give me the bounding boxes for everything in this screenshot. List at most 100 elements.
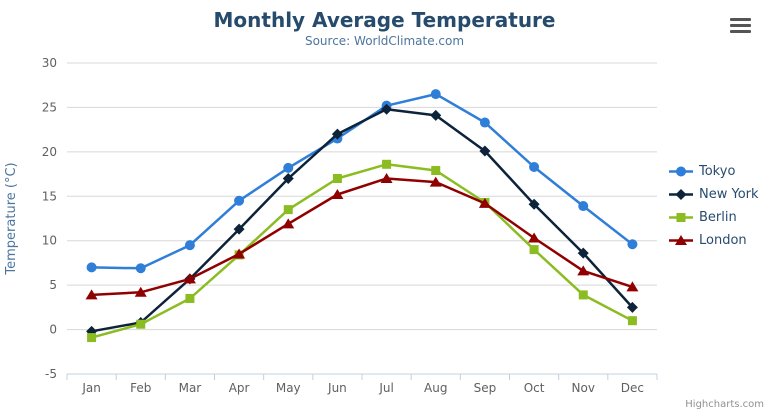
hamburger-bar xyxy=(730,23,751,27)
hamburger-menu-icon[interactable] xyxy=(730,14,754,36)
y-tick-label: 10 xyxy=(42,234,57,248)
legend-marker-berlin-icon xyxy=(669,213,693,222)
x-tick-label: Dec xyxy=(621,381,644,395)
data-point-new-york[interactable] xyxy=(626,301,638,313)
data-point-tokyo[interactable] xyxy=(283,162,294,173)
data-point-new-york[interactable] xyxy=(430,109,442,121)
y-tick-label: 15 xyxy=(42,189,57,203)
x-tick-label: Jun xyxy=(327,381,347,395)
x-tick-label: Jan xyxy=(81,381,101,395)
data-point-tokyo[interactable] xyxy=(578,201,589,212)
y-axis-title: Temperature (°C) xyxy=(4,162,19,275)
series-berlin xyxy=(87,159,637,343)
data-point-berlin[interactable] xyxy=(627,316,637,326)
series-tokyo xyxy=(86,89,638,274)
data-point-new-york[interactable] xyxy=(381,103,393,115)
data-point-new-york[interactable] xyxy=(577,247,589,259)
x-tick-label: Sep xyxy=(474,381,497,395)
x-tick-label: Aug xyxy=(424,381,447,395)
legend-marker-tokyo xyxy=(676,166,686,177)
x-tick-label: Apr xyxy=(229,381,250,395)
legend-marker-berlin xyxy=(676,213,686,222)
legend-marker-tokyo-icon xyxy=(669,166,693,177)
series-line-new-york xyxy=(90,107,634,333)
data-point-new-york[interactable] xyxy=(331,128,343,140)
legend-label: New York xyxy=(699,187,759,202)
data-point-berlin[interactable] xyxy=(332,174,342,184)
data-point-berlin[interactable] xyxy=(529,245,539,255)
legend-item-london[interactable]: London xyxy=(668,229,759,252)
y-tick-label: 5 xyxy=(49,278,57,292)
y-tick-label: 25 xyxy=(42,100,57,114)
x-axis xyxy=(66,373,658,380)
data-point-london[interactable] xyxy=(626,281,639,292)
chart-title: Monthly Average Temperature xyxy=(213,8,556,32)
data-point-new-york[interactable] xyxy=(479,145,491,157)
series-line-london xyxy=(90,177,634,297)
y-tick-label: -5 xyxy=(45,367,57,381)
data-point-london[interactable] xyxy=(478,197,491,208)
data-point-london[interactable] xyxy=(528,232,541,243)
hamburger-bar xyxy=(730,17,751,21)
data-point-london[interactable] xyxy=(85,289,98,300)
data-point-berlin[interactable] xyxy=(578,290,588,300)
legend: Tokyo New York Berlin London xyxy=(668,160,759,252)
legend-marker-new-york xyxy=(675,189,687,200)
x-tick-label: May xyxy=(276,381,301,395)
data-point-london[interactable] xyxy=(380,173,393,184)
series-line-tokyo xyxy=(90,92,634,270)
data-point-berlin[interactable] xyxy=(136,319,146,329)
data-point-london[interactable] xyxy=(331,189,344,200)
series-new-york xyxy=(86,103,638,337)
series-london xyxy=(85,173,639,300)
data-point-tokyo[interactable] xyxy=(627,239,638,250)
data-point-new-york[interactable] xyxy=(528,198,540,210)
legend-marker-london-icon xyxy=(669,235,693,245)
x-axis-labels: Jan Feb Mar Apr May Jun Jul Aug Sep Oct Nov Dec xyxy=(81,381,644,395)
legend-marker-london xyxy=(675,235,687,245)
data-point-tokyo[interactable] xyxy=(529,161,540,172)
x-tick-label: Feb xyxy=(130,381,151,395)
y-gridlines xyxy=(67,62,657,375)
legend-item-berlin[interactable]: Berlin xyxy=(668,206,759,229)
legend-label: Berlin xyxy=(699,210,737,225)
data-point-berlin[interactable] xyxy=(283,205,293,215)
legend-label: London xyxy=(699,233,747,248)
x-tick-label: Mar xyxy=(179,381,202,395)
highcharts-credit-link[interactable]: Highcharts.com xyxy=(685,399,764,410)
data-point-london[interactable] xyxy=(183,273,196,284)
data-point-berlin[interactable] xyxy=(185,293,195,303)
legend-label: Tokyo xyxy=(699,164,736,179)
legend-item-new-york[interactable]: New York xyxy=(668,183,759,206)
y-tick-label: 30 xyxy=(42,56,57,70)
data-point-new-york[interactable] xyxy=(282,173,294,185)
data-point-tokyo[interactable] xyxy=(479,117,490,128)
series-line-berlin xyxy=(90,163,634,339)
data-point-tokyo[interactable] xyxy=(86,262,97,273)
data-point-tokyo[interactable] xyxy=(234,195,245,206)
x-tick-label: Oct xyxy=(524,381,545,395)
data-point-new-york[interactable] xyxy=(233,223,245,235)
x-tick-label: Nov xyxy=(572,381,595,395)
data-point-berlin[interactable] xyxy=(431,166,441,176)
y-tick-label: 0 xyxy=(49,323,57,337)
data-point-berlin[interactable] xyxy=(87,333,97,343)
y-tick-label: 20 xyxy=(42,145,57,159)
legend-item-tokyo[interactable]: Tokyo xyxy=(668,160,759,183)
data-point-london[interactable] xyxy=(233,248,246,259)
data-point-london[interactable] xyxy=(577,265,590,276)
data-point-london[interactable] xyxy=(282,218,295,229)
chart-subtitle: Source: WorldClimate.com xyxy=(304,34,465,48)
data-point-london[interactable] xyxy=(429,176,442,187)
hamburger-bar xyxy=(730,29,751,33)
data-point-london[interactable] xyxy=(134,286,147,297)
data-point-tokyo[interactable] xyxy=(135,263,146,274)
legend-marker-new-york-icon xyxy=(669,189,693,200)
data-point-tokyo[interactable] xyxy=(184,240,195,251)
x-tick-label: Jul xyxy=(378,381,393,395)
y-axis-labels: -5 0 5 10 15 20 25 30 xyxy=(42,56,57,381)
data-point-tokyo[interactable] xyxy=(430,89,441,100)
data-point-berlin[interactable] xyxy=(382,159,392,169)
